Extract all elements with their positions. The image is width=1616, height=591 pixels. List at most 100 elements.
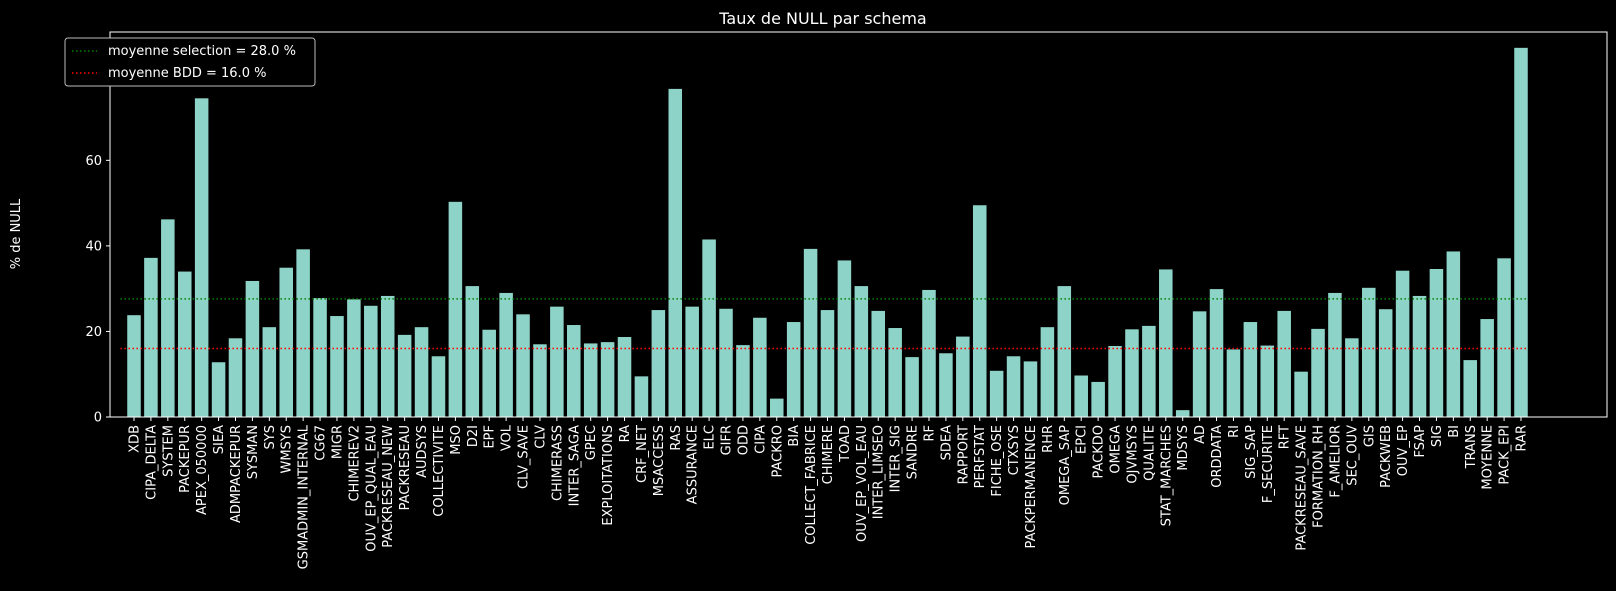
bar-inter-saga	[567, 325, 581, 417]
x-tick-label: INTER_SIG	[889, 425, 904, 492]
bar-packdo	[1091, 381, 1105, 417]
x-tick-label: CIPA_DELTA	[144, 425, 159, 500]
bar-moyenne	[1480, 319, 1494, 417]
x-tick-label: CHIMERASS	[550, 425, 565, 501]
x-tick-label: GPEC	[584, 425, 599, 460]
x-tick-label: PACKRESEAU_NEW	[381, 425, 396, 548]
x-tick-label: CLV_SAVE	[517, 425, 532, 489]
x-tick-label: EPF	[483, 425, 498, 449]
x-tick-label: XDB	[128, 425, 143, 453]
bar-sysman	[245, 280, 260, 417]
x-tick-label: MDSYS	[1176, 425, 1191, 471]
x-tick-label: VOL	[500, 424, 515, 451]
x-tick-label: OMEGA_SAP	[1058, 425, 1073, 506]
bar-packreseau-save	[1294, 371, 1308, 417]
bar-toad	[837, 260, 852, 417]
bar-stat-marches	[1159, 269, 1173, 417]
x-tick-label: WMSYS	[280, 425, 295, 474]
bar-cipa-delta	[144, 257, 158, 417]
x-tick-label: BI	[1447, 425, 1462, 438]
x-tick-label: ASSURANCE	[686, 425, 701, 504]
bar-packreseau-new	[380, 295, 395, 417]
bar-odd	[736, 345, 750, 417]
x-tick-label: COLLECTIVITE	[432, 425, 447, 517]
bar-trans	[1463, 360, 1478, 417]
y-tick-label: 40	[85, 239, 102, 254]
bar-sig-sap	[1243, 322, 1258, 417]
x-tick-label: SEC_OUV	[1345, 425, 1360, 486]
bar-sec-ouv	[1345, 338, 1359, 417]
x-tick-label: F_AMELIOR	[1328, 425, 1343, 498]
x-tick-label: AUDSYS	[415, 425, 430, 478]
x-axis-ticks: XDB CIPA_DELTA SYSTEM PACKEPUR APEX_050000 SI…	[128, 417, 1530, 569]
bar-rhr	[1040, 327, 1055, 417]
bar-wmsys	[279, 267, 293, 417]
bar-msaccess	[651, 310, 666, 417]
x-tick-label: SIG_SAP	[1244, 425, 1259, 479]
bar-sig	[1429, 268, 1444, 417]
bar-clv-save	[516, 314, 530, 417]
x-tick-label: TOAD	[838, 425, 853, 463]
bar-vol	[499, 292, 513, 417]
bar-gpec	[583, 343, 598, 417]
x-tick-label: MSACCESS	[652, 425, 667, 496]
x-tick-label: PACKRO	[770, 425, 785, 478]
bar-cipa	[753, 317, 767, 417]
bar-collect-fabrice	[803, 248, 818, 417]
bar-ouv-ep	[1395, 270, 1410, 417]
x-tick-label: BIA	[787, 425, 802, 447]
bar-perfstat	[972, 205, 987, 417]
bar-orddata	[1209, 289, 1224, 417]
x-tick-label: SYSMAN	[246, 425, 261, 479]
bar-fiche-ose	[989, 370, 1004, 417]
legend-box	[64, 37, 316, 87]
bar-migr	[330, 316, 344, 417]
bar-gifr	[719, 308, 733, 417]
x-tick-label: ORDDATA	[1210, 425, 1225, 488]
x-tick-label: APEX_050000	[195, 425, 210, 515]
x-tick-label: OJVMSYS	[1125, 425, 1140, 484]
x-tick-label: TRANS	[1464, 425, 1479, 469]
bar-gsmadmin-internal	[296, 249, 310, 417]
reference-lines-layer	[120, 298, 1528, 350]
y-axis-label: % de NULL	[9, 198, 24, 269]
x-tick-label: CIPA	[753, 425, 768, 454]
x-tick-label: F_SECURITE	[1261, 425, 1276, 503]
bar-elc	[702, 239, 716, 417]
bar-assurance	[685, 306, 699, 417]
bar-qualite	[1142, 325, 1156, 417]
y-tick-label: 60	[85, 154, 102, 169]
x-tick-label: STAT_MARCHES	[1159, 425, 1174, 526]
x-tick-label: RAR	[1515, 425, 1530, 451]
bar-ctxsys	[1006, 356, 1021, 417]
bar-f-amelior	[1328, 292, 1342, 417]
bar-sandre	[905, 357, 919, 417]
x-tick-label: OUV_EP_QUAL_EAU	[364, 425, 379, 552]
x-tick-label: GIFR	[720, 425, 735, 455]
bar-ad	[1192, 311, 1207, 417]
bar-omega-sap	[1057, 286, 1072, 417]
bar-ras	[668, 88, 683, 417]
bar-chimerev2	[347, 299, 361, 417]
bar-ouv-ep-vol-eau	[854, 286, 869, 417]
x-tick-label: SYSTEM	[161, 425, 176, 477]
bar-mdsys	[1175, 410, 1190, 417]
x-tick-label: FSAP	[1413, 425, 1428, 458]
x-tick-label: CHIMERE	[821, 425, 836, 484]
legend: moyenne selection = 28.0 % moyenne BDD =…	[64, 37, 316, 87]
x-tick-label: PACKEPUR	[178, 425, 193, 493]
x-tick-label: MSO	[449, 425, 464, 455]
bar-admpackepur	[228, 338, 243, 417]
bar-system	[161, 219, 175, 417]
x-tick-label: QUALITE	[1142, 425, 1157, 481]
bar-omega	[1108, 345, 1122, 417]
x-tick-label: CTXSYS	[1007, 425, 1022, 475]
x-tick-label: MIGR	[330, 425, 345, 459]
x-tick-label: RFT	[1278, 425, 1293, 449]
x-tick-label: OMEGA	[1109, 425, 1124, 474]
bar-inter-sig	[888, 328, 902, 417]
bar-formation-rh	[1311, 328, 1325, 417]
bar-ra	[617, 337, 632, 417]
bar-clv	[533, 344, 547, 417]
bar-chimerass	[550, 306, 564, 417]
